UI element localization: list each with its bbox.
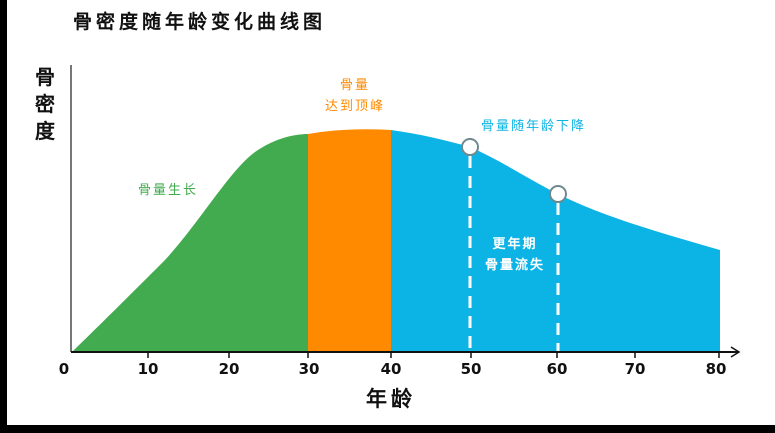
x-tick-10: 10 bbox=[137, 360, 159, 378]
decline-region bbox=[391, 129, 720, 352]
y-axis-label-char: 骨 bbox=[35, 65, 55, 89]
growth-region bbox=[72, 129, 308, 352]
annotation-meno-line2: 骨量流失 bbox=[484, 258, 545, 273]
x-axis-arrow bbox=[730, 346, 741, 358]
annotation-peak-line2: 达到顶峰 bbox=[324, 99, 385, 114]
x-tick-20: 20 bbox=[218, 360, 240, 378]
marker-dot-60 bbox=[549, 185, 567, 203]
x-tick-80: 80 bbox=[705, 360, 727, 378]
y-axis-label-char: 密 bbox=[35, 92, 55, 116]
annotation-peak-line1: 骨量 bbox=[339, 78, 370, 93]
x-tick-30: 30 bbox=[298, 360, 320, 378]
peak-region bbox=[308, 129, 391, 352]
y-axis-label: 骨 密 度 bbox=[33, 64, 57, 145]
x-tick-50: 50 bbox=[460, 360, 482, 378]
x-tick-40: 40 bbox=[380, 360, 402, 378]
annotation-growth: 骨量生长 bbox=[138, 183, 199, 198]
annotation-meno-line1: 更年期 bbox=[492, 237, 538, 252]
marker-dot-50 bbox=[461, 138, 479, 156]
x-tick-60: 60 bbox=[546, 360, 568, 378]
chart-title: 骨密度随年龄变化曲线图 bbox=[73, 11, 327, 33]
y-axis-label-char: 度 bbox=[35, 119, 55, 143]
x-axis-label: 年龄 bbox=[366, 387, 416, 411]
annotation-peak: 骨量 达到顶峰 bbox=[320, 75, 390, 117]
annotation-menopause: 更年期 骨量流失 bbox=[480, 234, 550, 276]
x-tick-70: 70 bbox=[624, 360, 646, 378]
x-tick-0: 0 bbox=[58, 360, 70, 378]
annotation-decline: 骨量随年龄下降 bbox=[481, 119, 587, 134]
